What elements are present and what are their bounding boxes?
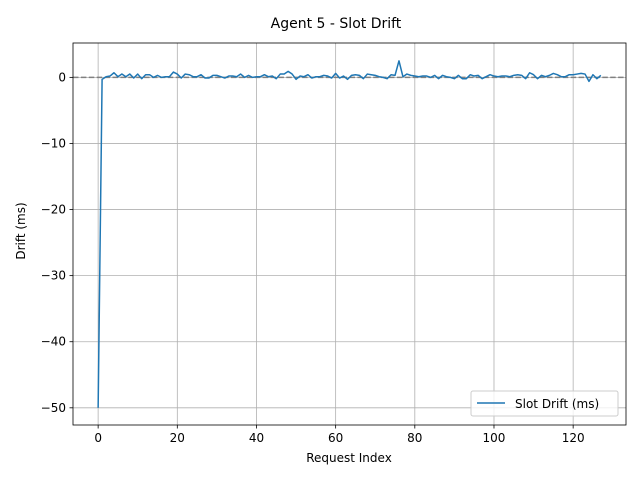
y-tick-label: −50	[41, 401, 66, 415]
y-tick-label: −30	[41, 269, 66, 283]
x-tick-label: 60	[328, 431, 343, 445]
series-line-0	[97, 60, 602, 408]
x-tick-label: 100	[483, 431, 506, 445]
x-tick-label: 80	[407, 431, 422, 445]
y-axis-ticks: 0 −10 −20 −30 −40 −50	[41, 70, 73, 415]
legend-label: Slot Drift (ms)	[515, 397, 599, 411]
chart-title: Agent 5 - Slot Drift	[271, 16, 402, 32]
y-tick-label: 0	[58, 70, 66, 84]
y-tick-label: −10	[41, 136, 66, 150]
x-axis-ticks: 0 20 40 60 80 100 120	[94, 425, 585, 445]
x-axis-label: Request Index	[306, 451, 392, 465]
x-tick-label: 120	[562, 431, 585, 445]
series-layer	[97, 60, 602, 408]
plot-area-frame	[72, 42, 627, 426]
y-tick-label: −40	[41, 335, 66, 349]
legend-box	[470, 390, 619, 417]
legend: Slot Drift (ms)	[470, 390, 619, 417]
y-axis-label: Drift (ms)	[14, 202, 28, 259]
x-tick-label: 20	[170, 431, 185, 445]
x-tick-label: 40	[249, 431, 264, 445]
y-tick-label: −20	[41, 203, 66, 217]
x-tick-label: 0	[94, 431, 102, 445]
